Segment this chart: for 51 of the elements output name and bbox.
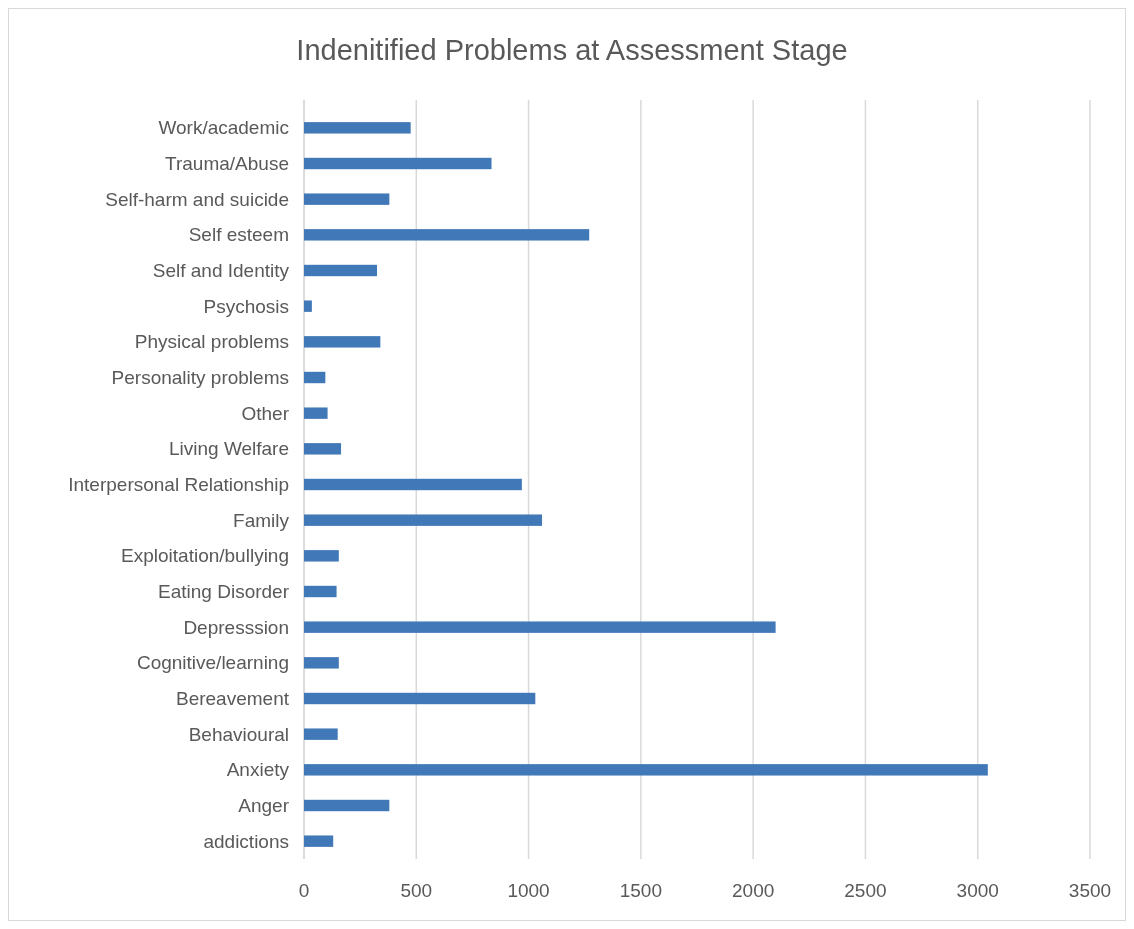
y-tick-label: Work/academic <box>158 117 289 139</box>
y-tick-label: Exploitation/bullying <box>121 545 289 567</box>
bar <box>304 193 390 205</box>
y-tick-label: Anger <box>238 795 290 817</box>
bar <box>304 264 377 277</box>
x-tick-label: 500 <box>400 880 433 901</box>
y-tick-label: Behavioural <box>188 723 289 745</box>
y-tick-label: Cognitive/learning <box>136 652 289 674</box>
bar <box>304 514 543 526</box>
y-tick-label: Self esteem <box>188 224 289 246</box>
y-tick-label: Trauma/Abuse <box>165 153 289 175</box>
x-tick-label: 1000 <box>507 880 550 901</box>
y-tick-label: addictions <box>203 830 289 852</box>
bar <box>304 728 338 740</box>
y-tick-label: Other <box>241 402 290 424</box>
x-tick-label: 0 <box>298 880 310 901</box>
x-tick-label: 3000 <box>956 880 999 901</box>
y-tick-label: Personality problems <box>111 367 289 389</box>
bar <box>304 799 390 812</box>
y-tick-label: Bereavement <box>175 688 290 710</box>
y-tick-label: Anxiety <box>226 759 290 781</box>
y-tick-label: Living Welfare <box>168 438 289 460</box>
bar <box>304 550 339 562</box>
bar <box>304 122 411 134</box>
y-tick-label: Psychosis <box>203 295 289 317</box>
y-tick-label: Depresssion <box>183 616 289 638</box>
bar <box>304 657 339 669</box>
y-tick-label: Self and Identity <box>152 260 290 282</box>
y-tick-label: Self-harm and suicide <box>105 188 289 210</box>
chart-title: Indenitified Problems at Assessment Stage <box>296 34 848 66</box>
bar <box>304 157 492 170</box>
x-tick-label: 3500 <box>1068 880 1112 901</box>
bar <box>304 300 312 312</box>
y-tick-label: Eating Disorder <box>158 581 290 603</box>
bar <box>304 764 988 776</box>
y-tick-label: Family <box>233 509 290 531</box>
bar <box>304 371 326 384</box>
bar <box>304 835 334 847</box>
y-tick-label: Physical problems <box>134 331 289 353</box>
bar <box>304 621 776 633</box>
y-tick-label: Interpersonal Relationship <box>68 474 289 496</box>
x-tick-label: 1500 <box>619 880 662 901</box>
bar <box>304 585 337 598</box>
bar <box>304 478 522 491</box>
bar <box>304 229 590 241</box>
bar <box>304 692 536 705</box>
bar <box>304 443 342 455</box>
bar <box>304 336 381 348</box>
bar <box>304 407 328 419</box>
x-tick-label: 2000 <box>732 880 775 901</box>
x-tick-label: 2500 <box>844 880 887 901</box>
